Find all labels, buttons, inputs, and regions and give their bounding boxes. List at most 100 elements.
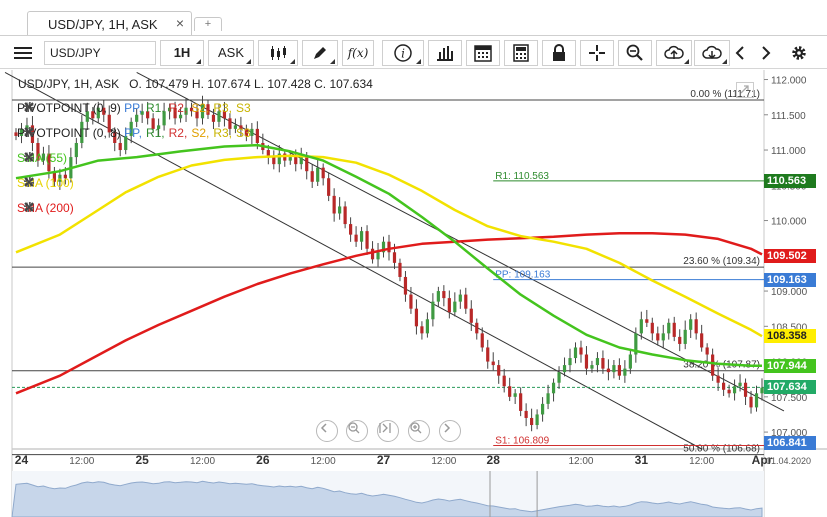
close-icon[interactable]: [23, 126, 35, 138]
candle-body: [475, 322, 479, 334]
legend-sma-200[interactable]: SMA (200): [17, 201, 74, 215]
candle-body: [403, 276, 408, 295]
x-tick-label: 24: [15, 453, 29, 467]
candle-body: [135, 114, 139, 122]
candle-body: [409, 294, 413, 309]
chart-area[interactable]: 112.000111.500111.000110.500110.000109.5…: [0, 70, 827, 517]
zoom-icon[interactable]: [618, 40, 652, 66]
tab-close-icon[interactable]: ×: [175, 15, 184, 31]
x-tick-label: 27: [377, 453, 391, 467]
timeframe-select[interactable]: 1H: [160, 40, 204, 66]
candle-body: [19, 128, 24, 136]
pivot2-name: PIVOTPOINT (0, 8): [17, 126, 121, 140]
pivot-label: PP: 109.163: [495, 270, 550, 281]
candle-body: [392, 252, 397, 263]
candle-body: [623, 368, 627, 376]
candle-body: [579, 347, 583, 355]
candle-body: [167, 107, 172, 112]
candle-body: [425, 319, 429, 334]
crosshair-icon[interactable]: [580, 40, 614, 66]
x-tick-label: 31: [635, 453, 649, 467]
gear-icon[interactable]: [788, 40, 810, 66]
scroll-left-button[interactable]: [316, 420, 338, 442]
close-icon[interactable]: [23, 151, 35, 163]
candle-body: [524, 410, 528, 418]
candle-body: [206, 104, 210, 115]
pencil-icon[interactable]: [302, 40, 338, 66]
scroll-right-button[interactable]: [439, 420, 461, 442]
close-icon[interactable]: [23, 201, 35, 213]
tab-bar: USD/JPY, 1H, ASK × +: [0, 0, 827, 36]
function-icon[interactable]: f(x): [342, 40, 374, 66]
legend-sma-55[interactable]: SMA (55): [17, 151, 67, 165]
candle-body: [277, 153, 281, 165]
candle-body: [359, 231, 364, 242]
close-icon[interactable]: [23, 176, 35, 188]
candle-body: [52, 171, 56, 182]
candle-body: [628, 354, 632, 369]
candle-body: [678, 336, 682, 344]
candle-body: [601, 358, 605, 369]
add-tab-button[interactable]: +: [194, 17, 222, 31]
candle-body: [146, 111, 150, 119]
candle-body: [398, 262, 402, 277]
chevron-right-icon[interactable]: [756, 40, 776, 66]
candle-body: [349, 224, 353, 235]
chart-tab[interactable]: USD/JPY, 1H, ASK ×: [27, 11, 192, 36]
candle-body: [634, 333, 638, 355]
pivot2-key-r1: R1,: [145, 126, 165, 140]
candles-icon[interactable]: [258, 40, 298, 66]
x-tick-label: 25: [135, 453, 149, 467]
candle-body: [294, 157, 298, 165]
candle-body: [118, 142, 122, 151]
pivot2-key-s2: S2,: [191, 126, 210, 140]
candle-body: [661, 333, 665, 341]
candle-body: [590, 365, 594, 369]
candle-body: [480, 333, 484, 348]
info-icon[interactable]: i: [382, 40, 424, 66]
candle-body: [513, 393, 517, 397]
zoom-in-button[interactable]: [408, 420, 430, 442]
menu-icon[interactable]: [8, 40, 38, 66]
chevron-left-icon[interactable]: [730, 40, 750, 66]
candle-body: [530, 417, 534, 426]
y-tick-label: 110.000: [771, 217, 807, 228]
candle-body: [683, 329, 687, 344]
pivot-label: S1: 106.809: [495, 436, 549, 447]
pivot1-key-r1: R1,: [145, 101, 165, 115]
pivot2-key-pp: PP,: [124, 126, 142, 140]
side-select[interactable]: ASK: [208, 40, 254, 66]
calculator-icon[interactable]: [504, 40, 538, 66]
price-chart[interactable]: 112.000111.500111.000110.500110.000109.5…: [0, 70, 827, 517]
channel-line: [4, 72, 702, 450]
upload-cloud-icon[interactable]: [656, 40, 692, 66]
bar-chart-icon[interactable]: [428, 40, 462, 66]
expand-icon[interactable]: [736, 82, 754, 98]
candle-body: [689, 319, 693, 330]
fit-button[interactable]: [377, 420, 399, 442]
candle-body: [178, 114, 183, 119]
x-tick-label: 28: [487, 453, 501, 467]
legend-sma-100[interactable]: SMA (100): [17, 176, 74, 190]
candle-body: [321, 167, 325, 179]
candle-body: [584, 354, 589, 369]
calendar-icon[interactable]: [466, 40, 500, 66]
candle-body: [140, 111, 144, 115]
candle-body: [540, 403, 545, 415]
candle-body: [58, 174, 62, 182]
lock-icon[interactable]: [542, 40, 576, 66]
legend-pivot-1[interactable]: PIVOTPOINT (0, 9) PP, R1, R2, S2, R3, S3: [17, 101, 255, 115]
candle-body: [491, 361, 495, 366]
zoom-out-button[interactable]: [346, 420, 368, 442]
download-cloud-icon[interactable]: [694, 40, 730, 66]
tab-label: USD/JPY, 1H, ASK: [48, 17, 158, 32]
candle-body: [244, 128, 248, 136]
x-tick-label: 12:00: [190, 456, 215, 467]
close-icon[interactable]: [23, 101, 35, 113]
instrument-label: USD/JPY, 1H, ASK: [18, 77, 120, 91]
candle-body: [727, 389, 731, 394]
symbol-input[interactable]: [44, 41, 156, 65]
candle-body: [420, 326, 424, 334]
candle-body: [365, 231, 369, 249]
legend-pivot-2[interactable]: PIVOTPOINT (0, 8) PP, R1, R2, S2, R3, S3: [17, 126, 255, 140]
